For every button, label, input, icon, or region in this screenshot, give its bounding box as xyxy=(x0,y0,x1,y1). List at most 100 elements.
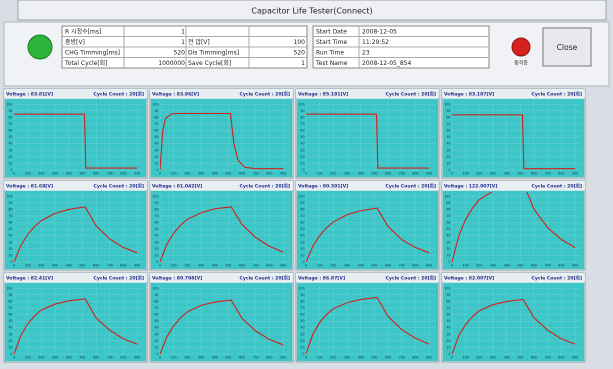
voltage-label: Voltage : 81.042[V] xyxy=(152,184,202,190)
y-tick-label: 80 xyxy=(446,115,450,119)
x-tick-label: 300 xyxy=(490,264,496,268)
x-tick-label: 200 xyxy=(330,172,336,176)
x-tick-label: 900 xyxy=(280,356,286,360)
y-tick-label: 50 xyxy=(154,319,158,323)
y-tick-label: 40 xyxy=(8,234,12,238)
y-tick-label: 10 xyxy=(154,161,158,165)
x-tick-label: 400 xyxy=(504,264,510,268)
y-tick-label: 30 xyxy=(8,332,12,336)
y-tick-label: 100 xyxy=(444,286,450,290)
table-label: Start Time xyxy=(316,39,348,46)
x-tick-label: 600 xyxy=(531,172,537,176)
y-tick-label: 20 xyxy=(446,155,450,159)
y-tick-label: 40 xyxy=(8,142,12,146)
y-tick-label: 90 xyxy=(8,293,12,297)
y-tick-label: 70 xyxy=(446,306,450,310)
x-tick-label: 700 xyxy=(399,172,405,176)
y-tick-label: 70 xyxy=(8,306,12,310)
x-tick-label: 200 xyxy=(476,356,482,360)
table-label: Run Time xyxy=(316,49,344,56)
y-tick-label: 20 xyxy=(8,339,12,343)
y-tick-label: 80 xyxy=(300,299,304,303)
window-title: Capacitor Life Tester(Connect) xyxy=(251,7,372,16)
y-tick-label: 20 xyxy=(154,247,158,251)
y-tick-label: 10 xyxy=(446,161,450,165)
x-tick-label: 500 xyxy=(517,356,523,360)
y-tick-label: 30 xyxy=(154,332,158,336)
x-tick-label: 700 xyxy=(253,172,259,176)
y-tick-label: 90 xyxy=(8,109,12,113)
y-tick-label: 70 xyxy=(8,122,12,126)
cycle-count-label: Cycle Count : 20[회] xyxy=(94,183,145,190)
y-tick-label: 50 xyxy=(8,135,12,139)
x-tick-label: 900 xyxy=(426,172,432,176)
x-tick-label: 700 xyxy=(545,264,551,268)
x-tick-label: 600 xyxy=(385,356,391,360)
voltage-label: Voltage : 85.181[V] xyxy=(298,92,348,98)
x-tick-label: 500 xyxy=(517,172,523,176)
y-tick-label: 90 xyxy=(8,201,12,205)
connect-indicator xyxy=(28,35,52,59)
y-tick-label: 50 xyxy=(300,227,304,231)
status-label: 동작중 xyxy=(514,60,528,67)
y-tick-label: 50 xyxy=(8,319,12,323)
table-value: 2008-12-05 xyxy=(362,28,397,35)
x-tick-label: 400 xyxy=(212,172,218,176)
table-label: CHG Timming[ms] xyxy=(65,49,120,56)
voltage-label: Voltage : 83.96[V] xyxy=(152,92,199,98)
voltage-label: Voltage : 83.81[V] xyxy=(6,92,53,98)
y-tick-label: 80 xyxy=(154,299,158,303)
cycle-count-label: Cycle Count : 20[회] xyxy=(386,275,437,282)
x-tick-label: 700 xyxy=(107,356,113,360)
x-tick-label: 400 xyxy=(358,356,364,360)
y-tick-label: 70 xyxy=(8,214,12,218)
x-tick-label: 300 xyxy=(490,172,496,176)
x-tick-label: 300 xyxy=(52,356,58,360)
x-tick-label: 600 xyxy=(93,356,99,360)
x-tick-label: 100 xyxy=(25,264,31,268)
table-value: 2008-12-05_854 xyxy=(362,60,412,67)
run-indicator xyxy=(512,38,530,56)
x-tick-label: 900 xyxy=(280,264,286,268)
y-tick-label: 60 xyxy=(446,313,450,317)
x-tick-label: 0 xyxy=(13,356,15,360)
y-tick-label: 30 xyxy=(446,240,450,244)
y-tick-label: 30 xyxy=(8,240,12,244)
x-tick-label: 200 xyxy=(38,264,44,268)
y-tick-label: 90 xyxy=(154,293,158,297)
y-tick-label: 40 xyxy=(446,142,450,146)
y-tick-label: 30 xyxy=(446,332,450,336)
cycle-count-label: Cycle Count : 20[회] xyxy=(532,183,583,190)
y-tick-label: 20 xyxy=(300,247,304,251)
x-tick-label: 700 xyxy=(545,356,551,360)
x-tick-label: 200 xyxy=(476,172,482,176)
x-tick-label: 800 xyxy=(266,356,272,360)
y-tick-label: 10 xyxy=(446,345,450,349)
y-tick-label: 60 xyxy=(446,129,450,133)
cycle-count-label: Cycle Count : 20[회] xyxy=(240,91,291,98)
x-tick-label: 100 xyxy=(317,172,323,176)
x-tick-label: 600 xyxy=(531,356,537,360)
y-tick-label: 10 xyxy=(300,345,304,349)
x-tick-label: 800 xyxy=(266,264,272,268)
y-tick-label: 10 xyxy=(8,253,12,257)
y-tick-label: 90 xyxy=(446,293,450,297)
x-tick-label: 300 xyxy=(344,172,350,176)
y-tick-label: 80 xyxy=(154,115,158,119)
x-tick-label: 600 xyxy=(93,264,99,268)
x-tick-label: 700 xyxy=(253,356,259,360)
y-tick-label: 20 xyxy=(154,155,158,159)
x-tick-label: 700 xyxy=(107,264,113,268)
table-label: Total Cycle[회] xyxy=(64,59,108,67)
y-tick-label: 60 xyxy=(300,129,304,133)
y-tick-label: 40 xyxy=(446,234,450,238)
y-tick-label: 100 xyxy=(6,286,12,290)
y-tick-label: 70 xyxy=(446,122,450,126)
x-tick-label: 900 xyxy=(134,356,140,360)
close-button-label[interactable]: Close xyxy=(557,43,578,52)
y-tick-label: 30 xyxy=(8,148,12,152)
x-tick-label: 400 xyxy=(212,356,218,360)
close-button[interactable]: Close xyxy=(543,28,591,66)
x-tick-label: 200 xyxy=(330,264,336,268)
x-tick-label: 100 xyxy=(171,264,177,268)
